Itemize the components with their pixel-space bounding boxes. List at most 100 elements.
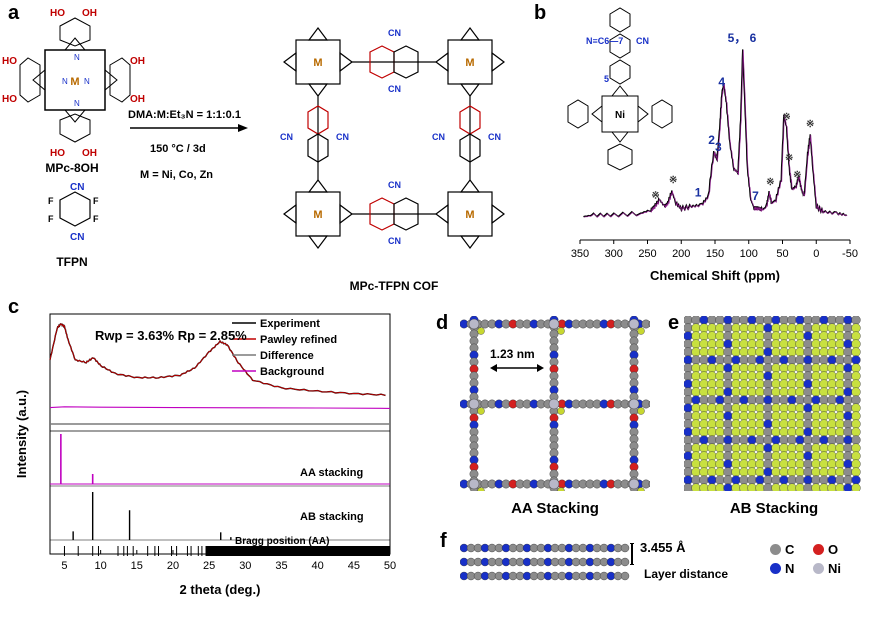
aa-atom (557, 407, 565, 415)
ab-stacking-model (684, 316, 864, 491)
ab-atom (827, 355, 837, 365)
ab-atom (715, 331, 725, 341)
ab-atom (707, 331, 717, 341)
aa-arrow-head (537, 364, 544, 372)
cof-network (283, 27, 505, 249)
ab-atom (843, 467, 853, 477)
ab-atom (699, 323, 709, 333)
ab-atom (827, 483, 837, 491)
ab-atom (771, 419, 781, 429)
ab-atom (771, 379, 781, 389)
ab-atom (803, 339, 813, 349)
ab-atom (723, 483, 733, 491)
layer-atom (585, 571, 595, 581)
ab-atom (763, 475, 773, 485)
cof-metal: M (465, 57, 474, 69)
ab-atom (763, 427, 773, 437)
ab-atom (723, 387, 733, 397)
oh-label: HO (50, 148, 65, 159)
ab-atom (811, 483, 821, 491)
nmr-peak-label: 2 (708, 133, 715, 147)
ab-atom (795, 379, 805, 389)
ab-atom (771, 451, 781, 461)
ab-atom (771, 427, 781, 437)
xrd-legend-label: Pawley refined (260, 334, 337, 346)
ab-atom (787, 339, 797, 349)
ab-atom (811, 443, 821, 453)
ab-atom (819, 395, 829, 405)
ab-atom (803, 387, 813, 397)
ab-atom (803, 419, 813, 429)
layer-atom (606, 571, 616, 581)
xrd-aa-label: AA stacking (300, 467, 363, 479)
ab-atom (699, 435, 709, 445)
ab-atom (811, 387, 821, 397)
ab-atom (795, 451, 805, 461)
nmr-x-tick-label: 300 (605, 248, 623, 260)
nmr-spinning-sideband: ※ (766, 177, 774, 188)
ab-atom (723, 403, 733, 413)
ab-atom (723, 451, 733, 461)
ab-atom (731, 316, 741, 325)
ab-atom (835, 459, 845, 469)
carbon-swatch-icon (770, 544, 781, 555)
ab-atom (691, 371, 701, 381)
layer-atom (466, 557, 476, 567)
ab-atom (731, 355, 741, 365)
layer-atom (501, 557, 511, 567)
ab-atom (779, 411, 789, 421)
ab-atom (843, 435, 853, 445)
ab-atom (827, 331, 837, 341)
ab-atom (715, 419, 725, 429)
ab-atom (803, 347, 813, 357)
ab-atom (771, 443, 781, 453)
ab-atom (771, 347, 781, 357)
ab-atom (699, 451, 709, 461)
cof-node (435, 179, 505, 249)
ab-atom (763, 435, 773, 445)
ab-atom (779, 403, 789, 413)
ab-atom (684, 475, 693, 485)
ab-atom (843, 363, 853, 373)
ab-atom (755, 435, 765, 445)
ab-atom (691, 459, 701, 469)
ab-atom (691, 379, 701, 389)
ab-atom (819, 435, 829, 445)
layer-atom (536, 557, 546, 567)
ab-atom (835, 419, 845, 429)
nmr-spinning-sideband: ※ (669, 175, 677, 186)
ab-atom (779, 316, 789, 325)
ab-atom (827, 379, 837, 389)
ab-atom (747, 451, 757, 461)
ab-atom (795, 411, 805, 421)
ab-atom (731, 379, 741, 389)
layer-atom (460, 557, 469, 567)
ab-atom (835, 363, 845, 373)
ab-atom (779, 363, 789, 373)
cof-cn: CN (488, 132, 501, 142)
ab-atom (835, 411, 845, 421)
layer-atom (487, 571, 497, 581)
ab-atom (835, 443, 845, 453)
ab-atom (787, 331, 797, 341)
mpc-8oh-structure: M N N N N HO OH HO OH HO HO OH OH (2, 8, 145, 159)
reaction-arrow-head (238, 124, 248, 132)
ab-atom (779, 331, 789, 341)
ab-atom (827, 316, 837, 325)
ab-atom (827, 459, 837, 469)
ab-atom (699, 459, 709, 469)
ab-atom (795, 331, 805, 341)
nmr-structure (567, 7, 673, 171)
ab-atom (715, 427, 725, 437)
ab-atom (691, 483, 701, 491)
ab-atom (851, 475, 861, 485)
ab-atom (835, 475, 845, 485)
ab-atom (835, 483, 845, 491)
ab-atom (763, 339, 773, 349)
ab-atom (684, 371, 693, 381)
aa-atom (637, 407, 645, 415)
ab-atom (819, 387, 829, 397)
cof-metal: M (313, 57, 322, 69)
ab-atom (851, 427, 861, 437)
ab-atom (731, 435, 741, 445)
